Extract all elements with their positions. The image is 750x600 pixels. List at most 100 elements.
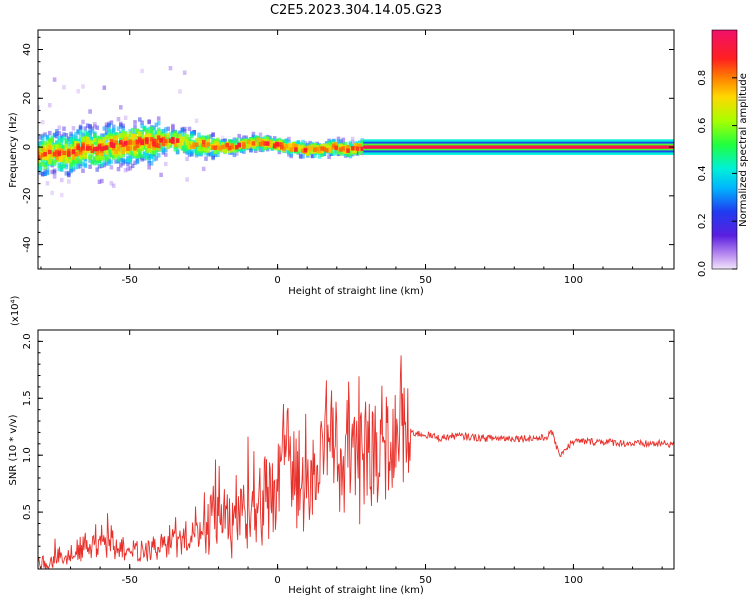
heatmap-cell bbox=[111, 135, 116, 140]
heatmap-cell bbox=[119, 156, 123, 161]
heatmap-cell bbox=[81, 168, 85, 173]
heatmap-cell bbox=[52, 170, 57, 175]
heatmap-cell bbox=[320, 152, 324, 157]
heatmap-cell bbox=[109, 165, 114, 170]
heatmap-cell bbox=[154, 139, 159, 144]
heatmap-cell bbox=[88, 124, 92, 129]
heatmap-cell bbox=[142, 154, 147, 159]
heatmap-cell bbox=[284, 148, 289, 154]
heatmap-cell bbox=[38, 152, 43, 157]
heatmap-cell bbox=[275, 139, 279, 144]
heatmap-cell bbox=[62, 85, 66, 90]
heatmap-cell bbox=[133, 146, 137, 151]
heatmap-cell bbox=[83, 141, 88, 146]
heatmap-cell bbox=[38, 155, 40, 160]
heatmap-cell bbox=[159, 133, 163, 138]
heatmap-cell bbox=[272, 144, 277, 149]
heatmap-cell bbox=[140, 68, 144, 74]
heatmap-cell bbox=[52, 168, 57, 173]
heatmap-cell bbox=[69, 156, 73, 162]
heatmap-cell bbox=[173, 135, 178, 140]
heatmap-cell bbox=[156, 139, 161, 144]
heatmap-cell bbox=[123, 132, 128, 137]
heatmap-cell bbox=[152, 138, 156, 144]
heatmap-cell bbox=[287, 139, 291, 145]
heatmap-cell bbox=[156, 128, 161, 134]
heatmap-cell bbox=[69, 164, 73, 169]
heatmap-cell bbox=[159, 141, 163, 146]
heatmap-cell bbox=[114, 153, 118, 158]
heatmap-cell bbox=[166, 126, 170, 131]
heatmap-cell bbox=[168, 66, 173, 71]
heatmap-cell bbox=[213, 152, 218, 158]
heatmap-cell bbox=[253, 137, 258, 142]
heatmap-cell bbox=[348, 154, 353, 159]
heatmap-cell bbox=[85, 136, 90, 142]
heatmap-cell bbox=[161, 133, 166, 138]
heatmap-cell bbox=[123, 147, 128, 152]
heatmap-cell bbox=[147, 147, 151, 153]
heatmap-cell bbox=[138, 153, 142, 158]
heatmap-cell bbox=[239, 143, 244, 148]
heatmap-cell bbox=[216, 144, 220, 150]
heatmap-cell bbox=[339, 151, 343, 156]
heatmap-cell bbox=[187, 141, 192, 147]
heatmap-cell bbox=[123, 115, 128, 120]
heatmap-cell bbox=[218, 141, 222, 147]
heatmap-cell bbox=[102, 156, 107, 161]
heatmap-cell bbox=[121, 130, 125, 136]
heatmap-cell bbox=[175, 149, 180, 155]
heatmap-cell bbox=[116, 140, 121, 145]
heatmap-cell bbox=[88, 109, 92, 114]
heatmap-cell bbox=[201, 139, 206, 145]
heatmap-cell bbox=[74, 136, 78, 141]
heatmap-cell bbox=[76, 164, 80, 169]
heatmap-cell bbox=[166, 142, 170, 147]
heatmap-cell bbox=[182, 128, 187, 134]
heatmap-cell bbox=[76, 129, 80, 134]
snr-line-layer bbox=[38, 355, 674, 569]
heatmap-cell bbox=[154, 130, 159, 135]
heatmap-cell bbox=[284, 144, 289, 149]
heatmap-cell bbox=[258, 138, 263, 144]
heatmap-cell bbox=[85, 146, 90, 151]
heatmap-cell bbox=[135, 159, 140, 165]
heatmap-cell bbox=[178, 131, 182, 136]
heatmap-cell bbox=[116, 126, 121, 131]
heatmap-cell bbox=[194, 149, 199, 154]
heatmap-cell bbox=[145, 148, 149, 153]
heatmap-cell bbox=[332, 151, 336, 156]
heatmap-cell bbox=[130, 127, 135, 133]
heatmap-cell bbox=[59, 166, 64, 171]
heatmap-cell bbox=[211, 150, 215, 155]
heatmap-cell bbox=[128, 131, 133, 136]
heatmap-cell bbox=[343, 144, 348, 150]
heatmap-cell bbox=[45, 167, 50, 172]
heatmap-cell bbox=[128, 146, 133, 151]
heatmap-cell bbox=[45, 170, 50, 176]
heatmap-cell bbox=[88, 124, 92, 129]
heatmap-cell bbox=[355, 150, 360, 155]
heatmap-cell bbox=[45, 160, 50, 165]
heatmap-cell bbox=[332, 143, 336, 148]
heatmap-cell bbox=[83, 154, 88, 159]
heatmap-cell bbox=[114, 146, 118, 152]
heatmap-cell bbox=[192, 131, 196, 136]
heatmap-cell bbox=[100, 146, 104, 152]
heatmap-cell bbox=[168, 140, 173, 146]
heatmap-cell bbox=[291, 143, 296, 148]
heatmap-cell bbox=[55, 131, 59, 136]
heatmap-cell bbox=[90, 126, 95, 131]
heatmap-cell bbox=[154, 143, 159, 148]
heatmap-cell bbox=[109, 152, 114, 157]
heatmap-cell bbox=[164, 152, 168, 157]
heatmap-cell bbox=[232, 145, 237, 150]
heatmap-cell bbox=[130, 154, 135, 159]
heatmap-cell bbox=[71, 167, 76, 172]
heatmap-cell bbox=[81, 84, 85, 89]
heatmap-cell bbox=[55, 144, 59, 149]
heatmap-cell bbox=[197, 132, 201, 137]
heatmap-cell bbox=[360, 139, 364, 145]
heatmap-cell bbox=[114, 135, 118, 140]
heatmap-cell bbox=[251, 131, 256, 137]
